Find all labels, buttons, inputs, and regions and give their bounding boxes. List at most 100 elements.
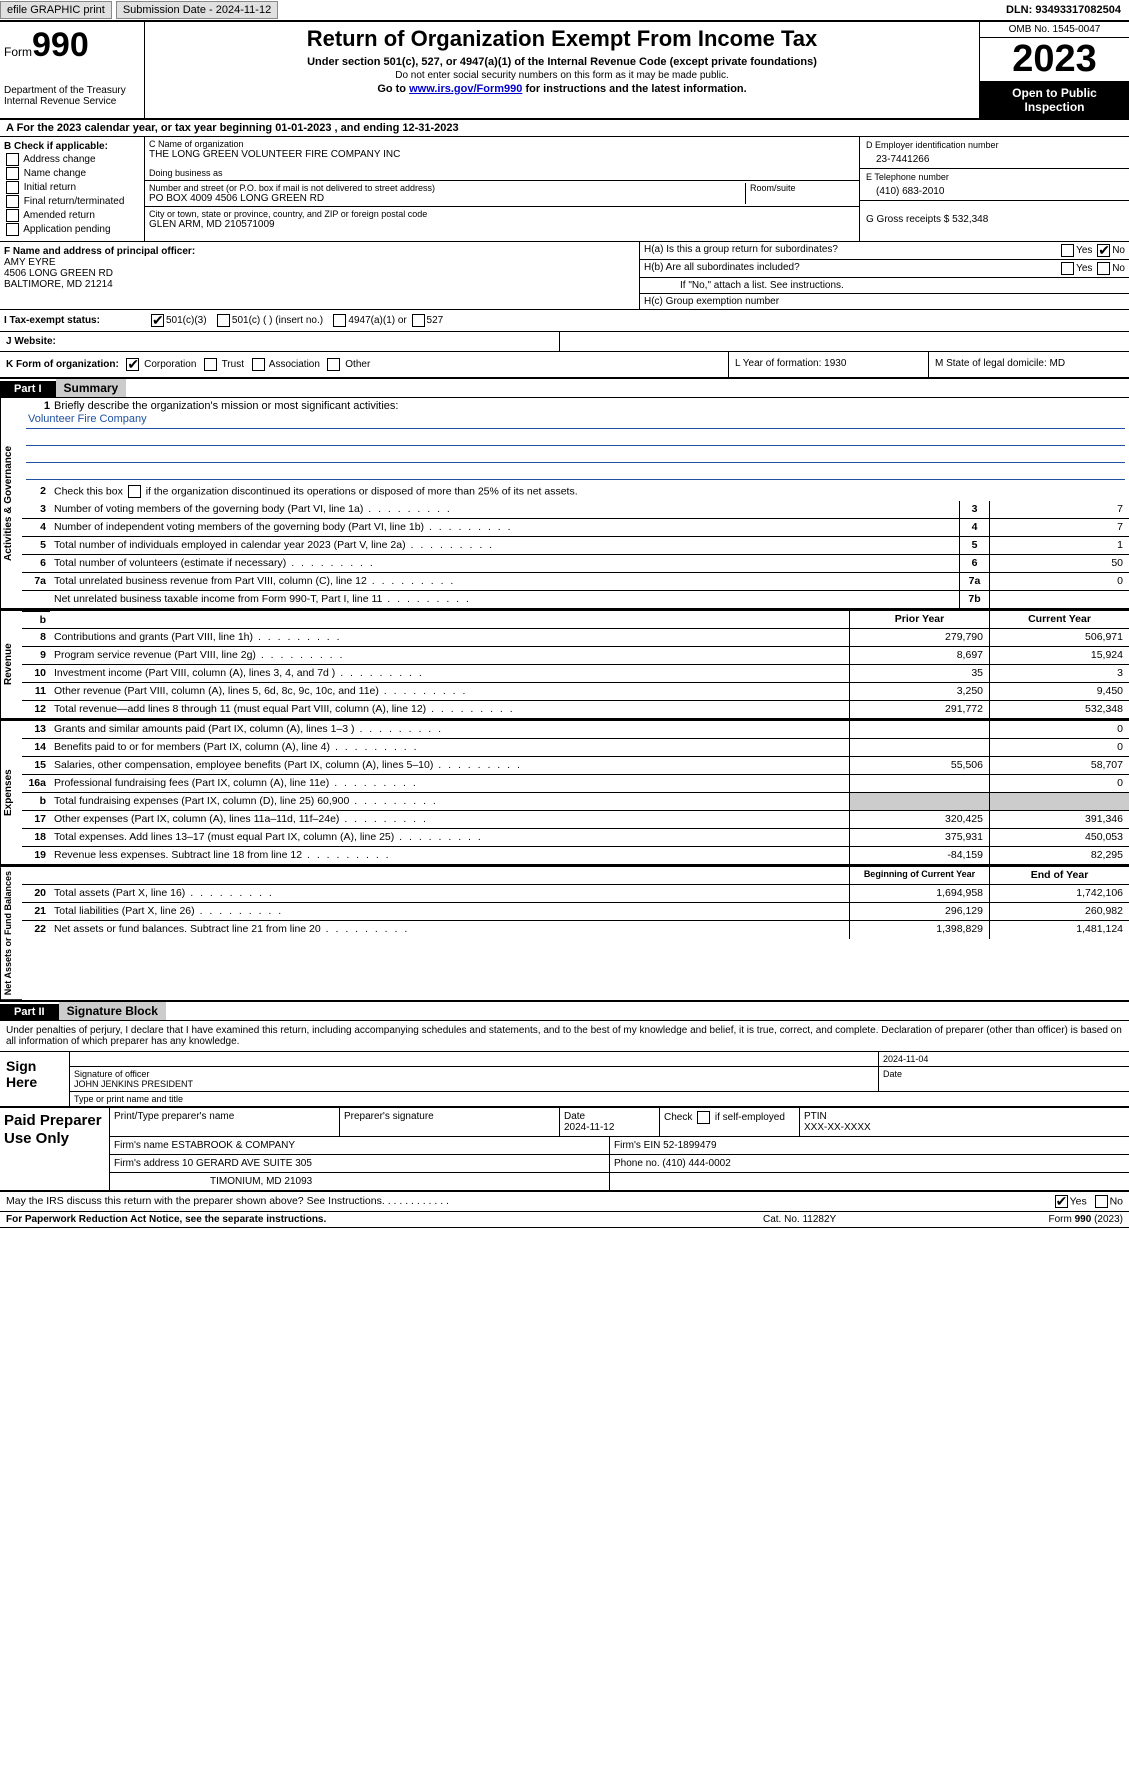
ein-row: D Employer identification number 23-7441… <box>860 137 1129 169</box>
subtitle-1: Under section 501(c), 527, or 4947(a)(1)… <box>149 56 975 68</box>
paperwork-notice: For Paperwork Reduction Act Notice, see … <box>6 1214 763 1225</box>
chk-address-change[interactable]: Address change <box>4 153 140 166</box>
officer-signature: JOHN JENKINS PRESIDENT <box>74 1079 193 1089</box>
tax-year: 2023 <box>980 38 1129 82</box>
chk-self-employed[interactable] <box>697 1111 710 1124</box>
street-row: Number and street (or P.O. box if mail i… <box>145 181 859 207</box>
subtitle-3: Go to www.irs.gov/Form990 for instructio… <box>149 83 975 95</box>
netassets-line-21: 21Total liabilities (Part X, line 26)296… <box>22 903 1129 921</box>
k-org-row: K Form of organization: Corporation Trus… <box>0 352 1129 379</box>
chk-name-change[interactable]: Name change <box>4 167 140 180</box>
header-right: OMB No. 1545-0047 2023 Open to Public In… <box>979 22 1129 118</box>
chk-final-return[interactable]: Final return/terminated <box>4 195 140 208</box>
chk-other[interactable] <box>327 358 340 371</box>
footer: For Paperwork Reduction Act Notice, see … <box>0 1212 1129 1228</box>
firm-ein: 52-1899479 <box>663 1140 716 1151</box>
box-d-e-g: D Employer identification number 23-7441… <box>859 137 1129 241</box>
expense-line-17: 17Other expenses (Part IX, column (A), l… <box>22 811 1129 829</box>
netassets-section: Net Assets or Fund Balances Beginning of… <box>0 867 1129 1002</box>
signature-section: Under penalties of perjury, I declare th… <box>0 1021 1129 1192</box>
expense-line-18: 18Total expenses. Add lines 13–17 (must … <box>22 829 1129 847</box>
expense-line-14: 14Benefits paid to or for members (Part … <box>22 739 1129 757</box>
topbar: efile GRAPHIC print Submission Date - 20… <box>0 0 1129 22</box>
chk-app-pending[interactable]: Application pending <box>4 223 140 236</box>
preparer-row-1: Print/Type preparer's name Preparer's si… <box>110 1108 1129 1137</box>
revenue-line-12: 12Total revenue—add lines 8 through 11 (… <box>22 701 1129 719</box>
part2-title: Signature Block <box>59 1002 166 1020</box>
efile-print-button[interactable]: efile GRAPHIC print <box>0 1 112 19</box>
expenses-label: Expenses <box>0 721 22 865</box>
chk-corp[interactable] <box>126 358 139 371</box>
website-row: J Website: <box>0 332 1129 352</box>
irs-link[interactable]: www.irs.gov/Form990 <box>409 83 522 95</box>
netassets-header: Beginning of Current Year End of Year <box>22 867 1129 885</box>
chk-assoc[interactable] <box>252 358 265 371</box>
chk-discuss-yes[interactable] <box>1055 1195 1068 1208</box>
year-formation: L Year of formation: 1930 <box>729 352 929 377</box>
hb-row: H(b) Are all subordinates included? Yes … <box>640 260 1129 278</box>
preparer-row-3: Firm's address 10 GERARD AVE SUITE 305 P… <box>110 1155 1129 1173</box>
summary-line-3: 3Number of voting members of the governi… <box>22 501 1129 519</box>
box-b-title: B Check if applicable: <box>4 141 140 152</box>
state-domicile: M State of legal domicile: MD <box>929 352 1129 377</box>
part2-hdr: Part II <box>0 1004 59 1020</box>
box-b: B Check if applicable: Address change Na… <box>0 137 145 241</box>
hc-row: H(c) Group exemption number <box>640 294 1129 309</box>
chk-501c[interactable] <box>217 314 230 327</box>
city-row: City or town, state or province, country… <box>145 207 859 232</box>
chk-initial-return[interactable]: Initial return <box>4 181 140 194</box>
website-label: J Website: <box>0 332 560 351</box>
summary-line-7b: Net unrelated business taxable income fr… <box>22 591 1129 609</box>
revenue-line-8: 8Contributions and grants (Part VIII, li… <box>22 629 1129 647</box>
revenue-label: Revenue <box>0 611 22 719</box>
street: PO BOX 4009 4506 LONG GREEN RD <box>149 193 745 204</box>
chk-discuss-no[interactable] <box>1095 1195 1108 1208</box>
part2-header-row: Part IISignature Block <box>0 1002 1129 1021</box>
netassets-line-22: 22Net assets or fund balances. Subtract … <box>22 921 1129 939</box>
city: GLEN ARM, MD 210571009 <box>149 219 855 230</box>
chk-discontinued[interactable] <box>128 485 141 498</box>
chk-501c3[interactable] <box>151 314 164 327</box>
sign-here-block: Sign Here 2024-11-04 Signature of office… <box>0 1052 1129 1108</box>
gross-row: G Gross receipts $ 532,348 <box>860 201 1129 228</box>
phone-row: E Telephone number (410) 683-2010 <box>860 169 1129 201</box>
officer-name: AMY EYRE <box>4 257 635 268</box>
mission-block: 1Briefly describe the organization's mis… <box>22 398 1129 483</box>
org-name: THE LONG GREEN VOLUNTEER FIRE COMPANY IN… <box>149 149 855 160</box>
part1-header-row: Part ISummary <box>0 379 1129 398</box>
chk-4947[interactable] <box>333 314 346 327</box>
gross-receipts: 532,348 <box>952 214 988 225</box>
block-fh: F Name and address of principal officer:… <box>0 242 1129 310</box>
expense-line-13: 13Grants and similar amounts paid (Part … <box>22 721 1129 739</box>
box-f: F Name and address of principal officer:… <box>0 242 639 309</box>
chk-527[interactable] <box>412 314 425 327</box>
box-c: C Name of organization THE LONG GREEN VO… <box>145 137 859 241</box>
subtitle-2: Do not enter social security numbers on … <box>149 70 975 81</box>
part1-title: Summary <box>56 379 127 397</box>
cat-no: Cat. No. 11282Y <box>763 1214 963 1225</box>
summary-line-7a: 7aTotal unrelated business revenue from … <box>22 573 1129 591</box>
expenses-section: Expenses 13Grants and similar amounts pa… <box>0 721 1129 867</box>
governance-label: Activities & Governance <box>0 398 22 609</box>
revenue-section: Revenue b Prior Year Current Year 8Contr… <box>0 611 1129 721</box>
line-a-tax-year: A For the 2023 calendar year, or tax yea… <box>0 120 1129 137</box>
org-name-row: C Name of organization THE LONG GREEN VO… <box>145 137 859 181</box>
summary-line-5: 5Total number of individuals employed in… <box>22 537 1129 555</box>
submission-date: Submission Date - 2024-11-12 <box>116 1 278 19</box>
header-center: Return of Organization Exempt From Incom… <box>145 22 979 118</box>
declaration: Under penalties of perjury, I declare th… <box>0 1021 1129 1052</box>
sign-here-label: Sign Here <box>0 1052 70 1106</box>
box-h: H(a) Is this a group return for subordin… <box>639 242 1129 309</box>
paid-preparer-block: Paid Preparer Use Only Print/Type prepar… <box>0 1108 1129 1192</box>
mission-text: Volunteer Fire Company <box>26 413 1125 429</box>
chk-trust[interactable] <box>204 358 217 371</box>
ha-row: H(a) Is this a group return for subordin… <box>640 242 1129 260</box>
discuss-row: May the IRS discuss this return with the… <box>0 1192 1129 1212</box>
open-inspection: Open to Public Inspection <box>980 82 1129 118</box>
chk-amended-return[interactable]: Amended return <box>4 209 140 222</box>
firm-address: 10 GERARD AVE SUITE 305 <box>182 1158 312 1169</box>
revenue-line-9: 9Program service revenue (Part VIII, lin… <box>22 647 1129 665</box>
dept-treasury: Department of the Treasury Internal Reve… <box>4 85 140 107</box>
expense-line-16a: 16aProfessional fundraising fees (Part I… <box>22 775 1129 793</box>
revenue-line-10: 10Investment income (Part VIII, column (… <box>22 665 1129 683</box>
